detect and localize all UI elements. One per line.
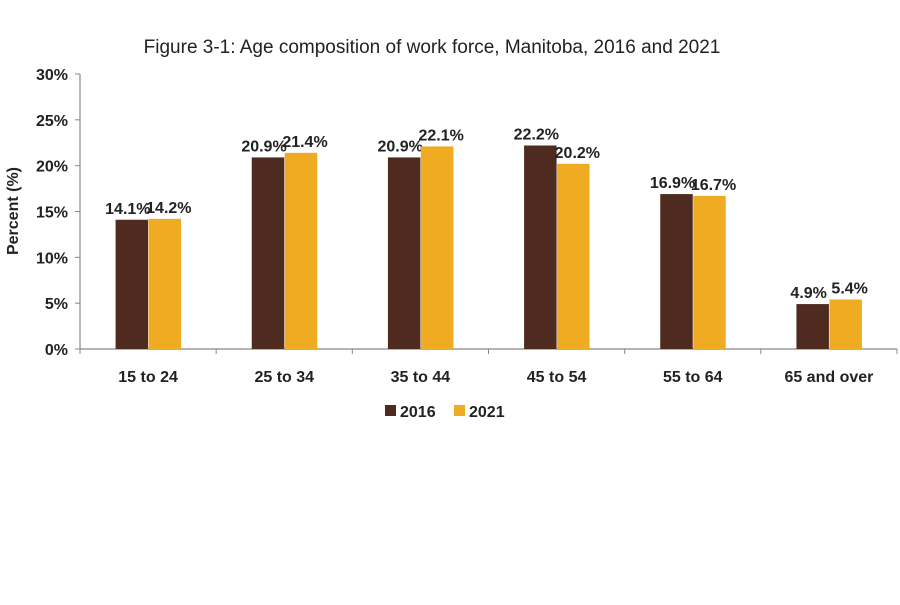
bar-2021-35-to-44 bbox=[420, 146, 454, 349]
chart-title: Figure 3-1: Age composition of work forc… bbox=[144, 37, 721, 58]
data-label: 22.1% bbox=[418, 127, 463, 144]
y-tick-label: 5% bbox=[45, 296, 68, 313]
axes: 0% 5% 10% 15% 20% 25% 30% 15 to 24 25 to 34 35 to… bbox=[36, 67, 898, 386]
legend: 2016 2021 bbox=[385, 404, 505, 421]
y-tick-label: 0% bbox=[45, 342, 68, 359]
y-tick-label: 25% bbox=[36, 113, 68, 130]
y-tick-label: 10% bbox=[36, 250, 68, 267]
data-label: 5.4% bbox=[831, 281, 867, 298]
legend-swatch-2016 bbox=[385, 405, 396, 416]
legend-label-2016: 2016 bbox=[400, 404, 436, 421]
bar-2021-65-and-over bbox=[829, 299, 862, 349]
bar-2021-55-to-64 bbox=[693, 195, 726, 349]
bar-2016-65-and-over bbox=[796, 304, 829, 349]
bar-2021-45-to-54 bbox=[557, 163, 590, 349]
x-tick-label: 45 to 54 bbox=[527, 369, 587, 386]
bar-2016-25-to-34 bbox=[251, 157, 285, 349]
data-label: 4.9% bbox=[790, 285, 826, 302]
data-label: 20.9% bbox=[241, 138, 286, 155]
legend-label-2021: 2021 bbox=[469, 404, 505, 421]
y-tick-label: 20% bbox=[36, 159, 68, 176]
bars: 14.1%14.2%20.9%21.4% 20.9%22.1% 22.2%20.2%… bbox=[105, 127, 868, 349]
y-tick-label: 15% bbox=[36, 205, 68, 222]
y-tick-label: 30% bbox=[36, 67, 68, 84]
x-tick-label: 65 and over bbox=[784, 369, 873, 386]
x-tick-label: 25 to 34 bbox=[254, 369, 314, 386]
x-tick-label: 55 to 64 bbox=[663, 369, 723, 386]
legend-swatch-2021 bbox=[454, 405, 465, 416]
data-label: 20.9% bbox=[377, 138, 422, 155]
y-axis-label: Percent (%) bbox=[5, 167, 22, 255]
data-label: 20.2% bbox=[555, 145, 600, 162]
data-label: 16.9% bbox=[650, 175, 695, 192]
bar-2016-35-to-44 bbox=[387, 157, 421, 349]
data-label: 22.2% bbox=[514, 127, 559, 144]
bar-2016-55-to-64 bbox=[660, 194, 693, 349]
data-label: 16.7% bbox=[691, 177, 736, 194]
bar-2016-45-to-54 bbox=[524, 145, 557, 349]
bar-2016-15-to-24 bbox=[115, 219, 149, 349]
data-label: 21.4% bbox=[282, 134, 327, 151]
bar-2021-15-to-24 bbox=[148, 218, 182, 349]
x-tick-label: 35 to 44 bbox=[391, 369, 451, 386]
bar-2021-25-to-34 bbox=[284, 152, 318, 349]
data-label: 14.1% bbox=[105, 201, 150, 218]
data-label: 14.2% bbox=[146, 200, 191, 217]
x-tick-label: 15 to 24 bbox=[118, 369, 178, 386]
